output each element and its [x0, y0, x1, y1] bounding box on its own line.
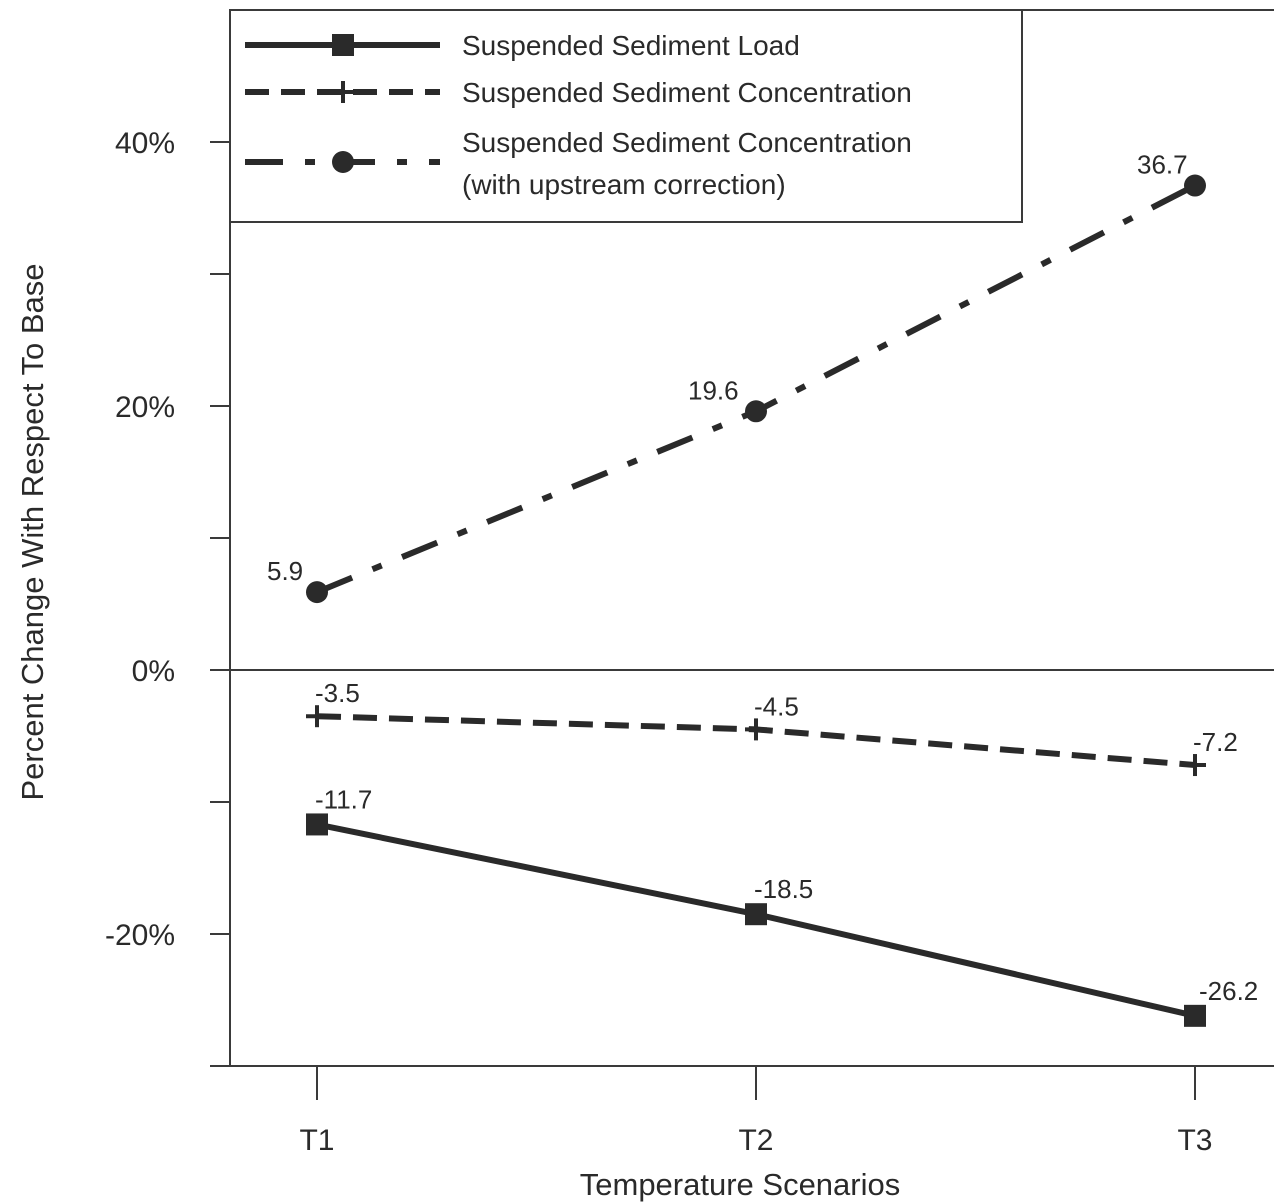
legend-marker-circle [332, 151, 354, 173]
series-layer: -11.7 -18.5 -26.2 -3.5 -4.5 -7.2 5.9 19.6 36.7 [267, 150, 1258, 1027]
data-point-square [1184, 1004, 1206, 1027]
series-line [315, 182, 1197, 595]
data-label: -18.5 [754, 874, 813, 904]
y-axis-title: Percent Change With Respect To Base [15, 263, 50, 800]
data-point-circle [745, 400, 767, 423]
y-tick-label: -20% [105, 919, 175, 952]
data-label: -26.2 [1199, 976, 1258, 1006]
y-tick-label: 0% [132, 655, 175, 688]
data-label: 36.7 [1137, 150, 1188, 180]
data-point-circle [306, 581, 328, 604]
data-point-square [306, 813, 328, 836]
series-3: 5.9 19.6 36.7 [267, 150, 1206, 604]
series-2: -3.5 -4.5 -7.2 [306, 678, 1238, 777]
data-label: -7.2 [1193, 727, 1238, 757]
data-point-plus [306, 705, 328, 728]
legend-label: Suspended Sediment Concentration [462, 77, 912, 108]
data-label: 19.6 [688, 375, 739, 405]
data-label: -4.5 [754, 691, 799, 721]
y-tick-label: 40% [115, 127, 175, 160]
legend-label: Suspended Sediment Concentration [462, 127, 912, 158]
x-tick-label: T2 [738, 1124, 773, 1157]
x-tick-label: T3 [1177, 1124, 1212, 1157]
data-point-plus [1184, 754, 1206, 777]
data-label: -11.7 [315, 784, 372, 814]
x-axis-title: Temperature Scenarios [580, 1167, 901, 1202]
legend-label: Suspended Sediment Load [462, 30, 800, 61]
data-point-square [745, 903, 767, 926]
legend-marker-square [332, 34, 354, 56]
x-tick-label: T1 [299, 1124, 334, 1157]
series-1: -11.7 -18.5 -26.2 [306, 784, 1258, 1027]
legend-label: (with upstream correction) [462, 169, 786, 200]
data-label: -3.5 [315, 678, 360, 708]
legend: Suspended Sediment Load Suspended Sedimen… [229, 9, 1023, 223]
data-point-circle [1184, 174, 1206, 197]
y-tick-label: 20% [115, 391, 175, 424]
legend-marker-plus [332, 81, 354, 103]
data-label: 5.9 [267, 556, 303, 586]
data-point-plus [745, 718, 767, 741]
